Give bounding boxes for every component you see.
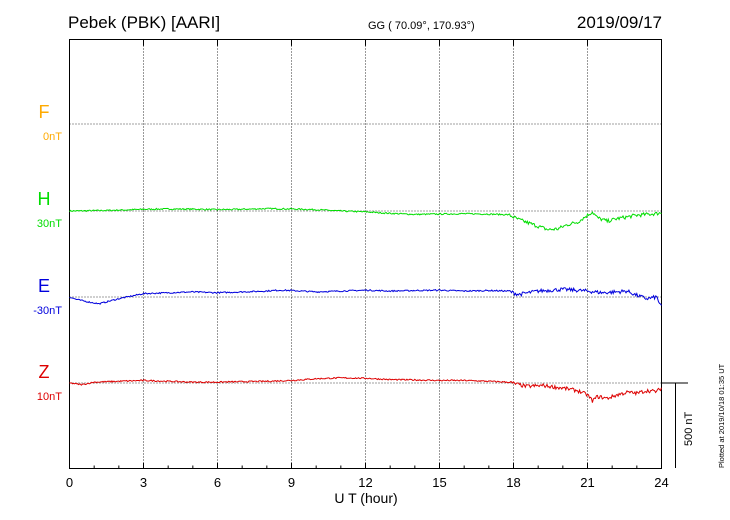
series-baseline-f: 0nT [43,131,62,143]
scale-bar-label: 500 nT [683,411,695,446]
plot-frame [69,39,662,469]
x-tick-label: 12 [358,475,372,490]
series-name-e: E [38,276,50,296]
x-tick-label: 3 [140,475,147,490]
series-group [69,207,662,403]
x-axis: 0 3 6 9 12 15 18 21 24 [66,39,669,490]
plotted-timestamp: Plotted at 2019/10/18 01:35 UT [717,363,726,468]
series-baseline-e: -30nT [33,305,62,317]
station-title: Pebek (PBK) [AARI] [68,13,220,32]
x-tick-label: 6 [214,475,221,490]
series-line-h [69,207,662,231]
scale-bar: 500 nT [662,382,695,468]
series-labels: F 0nT H 30nT E -30nT Z 10nT [33,102,62,403]
series-name-f: F [39,102,50,122]
x-tick-label: 18 [506,475,520,490]
x-tick-label: 24 [654,475,668,490]
x-tick-label: 9 [288,475,295,490]
series-line-e [69,286,662,306]
series-line-z [69,376,662,403]
series-baseline-h: 30nT [37,218,62,230]
series-name-h: H [38,189,51,209]
coordinates-label: GG ( 70.09°, 170.93°) [368,20,475,32]
x-tick-label: 21 [580,475,594,490]
x-tick-label: 0 [66,475,73,490]
series-baseline-z: 10nT [37,391,62,403]
series-name-z: Z [39,362,50,382]
date-label: 2019/09/17 [577,13,662,32]
x-axis-label: U T (hour) [334,490,397,506]
x-tick-label: 15 [432,475,446,490]
grid [69,39,662,469]
